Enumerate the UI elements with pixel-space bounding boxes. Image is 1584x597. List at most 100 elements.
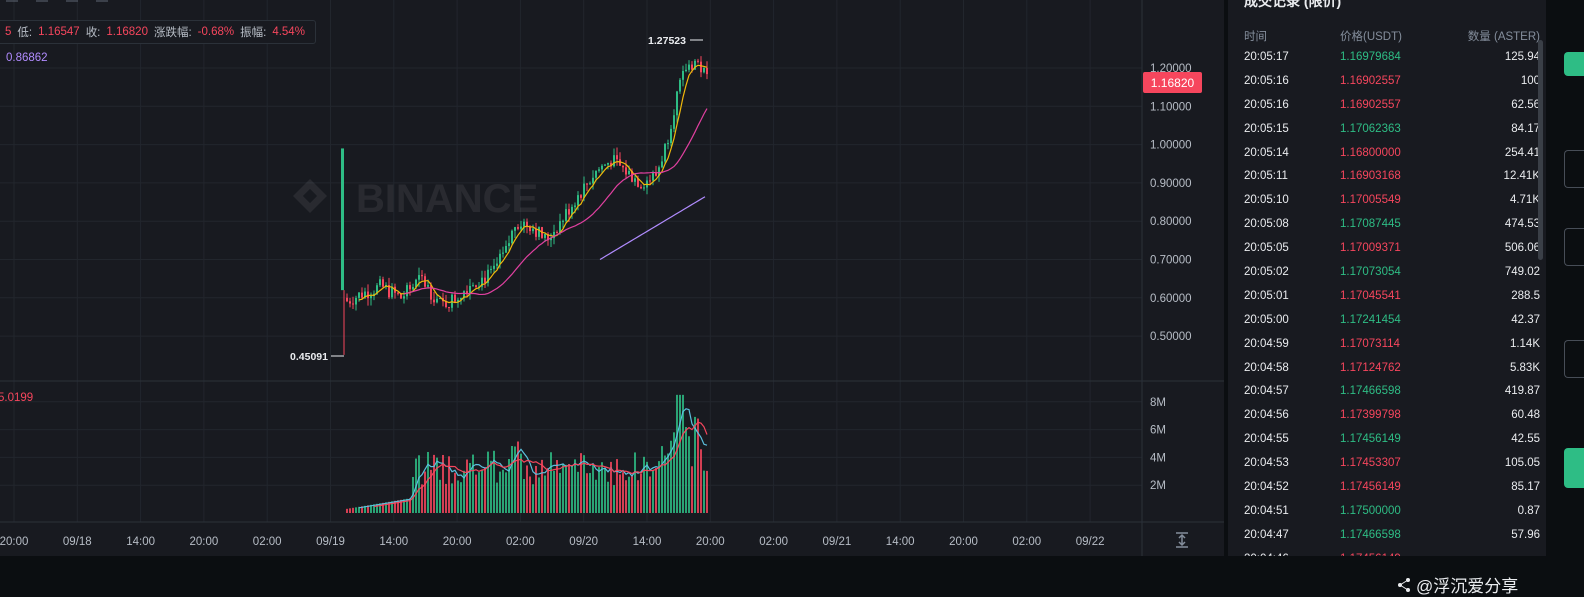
trade-time: 20:05:05	[1244, 242, 1289, 255]
trade-price: 1.17241454	[1340, 313, 1401, 326]
trade-row: 20:05:01 1.17045541 288.5	[1244, 287, 1540, 311]
volume-axis: 8M 6M 4M 2M	[1150, 397, 1166, 492]
candle	[532, 228, 534, 232]
trade-time: 20:04:53	[1244, 457, 1289, 470]
volume-bar	[430, 469, 432, 513]
trade-time: 20:04:57	[1244, 385, 1289, 398]
candle	[547, 233, 549, 241]
candle	[388, 285, 390, 298]
trade-history-header: 时间 价格(USDT) 数量 (ASTER)	[1244, 28, 1540, 44]
candle	[607, 162, 609, 165]
trade-row: 20:05:14 1.16800000 254.41	[1244, 144, 1540, 168]
candle	[370, 295, 372, 299]
trade-qty: 125.94	[1504, 51, 1540, 63]
toolbar-icon[interactable]	[96, 0, 108, 4]
trade-time: 20:05:11	[1244, 170, 1288, 183]
candle	[412, 287, 414, 290]
candle	[565, 209, 567, 221]
candle	[403, 296, 405, 299]
candle	[430, 285, 432, 300]
trade-row: 20:05:17 1.16979684 125.94	[1244, 48, 1540, 72]
candle	[400, 293, 402, 299]
volume-ma10-line	[373, 421, 708, 508]
volume-bar	[559, 472, 561, 513]
candle	[694, 60, 696, 70]
volume-bar	[514, 446, 516, 513]
trade-list[interactable]: 20:05:17 1.16979684 125.94 20:05:16 1.169025…	[1244, 48, 1540, 556]
header-qty: 数量 (ASTER)	[1467, 31, 1540, 43]
order-form-edge	[1546, 0, 1584, 556]
candle	[502, 252, 504, 254]
candle	[409, 285, 411, 290]
volume-bar	[370, 504, 372, 513]
volume-bar	[463, 470, 465, 513]
candle	[448, 307, 450, 309]
candle	[625, 167, 627, 175]
toolbar-icon[interactable]	[66, 0, 78, 4]
volume-bar	[424, 471, 426, 513]
trade-list-scrollbar[interactable]	[1538, 40, 1543, 260]
buy-button-edge[interactable]	[1564, 52, 1584, 76]
kline-chart-area[interactable]: BINANCE 1.20000 1.10000 1.00000 0.90000 0.80…	[0, 0, 1224, 556]
volume-bar	[652, 470, 654, 513]
trade-row: 20:05:16 1.16902557 100	[1244, 72, 1540, 96]
volume-bar	[445, 483, 447, 513]
candle	[568, 209, 570, 215]
volume-bar	[562, 463, 564, 513]
change-label: 涨跌幅:	[153, 27, 192, 39]
volume-bar	[550, 452, 552, 513]
time-tick-label: 14:00	[379, 536, 408, 548]
volume-bar	[583, 455, 585, 513]
trade-price: 1.17500000	[1340, 504, 1401, 517]
submit-button-edge[interactable]	[1564, 448, 1584, 488]
volume-bar	[574, 459, 576, 513]
candle	[634, 178, 636, 182]
time-tick-label: 02:00	[759, 536, 788, 548]
candle	[628, 170, 630, 175]
reset-scale-icon[interactable]	[1172, 530, 1192, 550]
input-edge[interactable]	[1564, 340, 1584, 378]
volume-bar	[703, 470, 705, 513]
volume-bar	[436, 457, 438, 513]
volume-bar	[493, 450, 495, 513]
candle	[544, 233, 546, 238]
input-edge[interactable]	[1564, 228, 1584, 266]
trade-price: 1.17453307	[1340, 457, 1401, 470]
candle	[586, 183, 588, 185]
volume-bar	[673, 432, 675, 513]
volume-bar	[388, 501, 390, 513]
candle	[688, 64, 690, 70]
trade-qty: 0.87	[1517, 504, 1540, 517]
candle	[520, 226, 522, 229]
volume-bar	[667, 453, 669, 513]
time-tick-label: 14:00	[126, 536, 155, 548]
low-value: 1.16547	[38, 26, 80, 38]
trade-price: 1.16979684	[1340, 51, 1401, 63]
trade-row: 20:05:08 1.17087445 474.53	[1244, 215, 1540, 239]
volume-bar	[670, 440, 672, 513]
trade-row: 20:05:02 1.17073054 749.02	[1244, 263, 1540, 287]
trade-time: 20:05:15	[1244, 122, 1289, 135]
low-label: 低:	[17, 27, 33, 39]
candle	[493, 265, 495, 269]
trade-price: 1.16903168	[1340, 170, 1401, 183]
volume-bar	[466, 459, 468, 513]
kline-chart-canvas[interactable]: BINANCE 1.200001.100001.000000.900000.80…	[0, 0, 1224, 556]
volume-bar	[475, 474, 477, 513]
volume-bar	[397, 500, 399, 513]
header-time: 时间	[1244, 31, 1267, 43]
trade-time: 20:04:56	[1244, 409, 1289, 422]
toolbar-icon[interactable]	[6, 0, 18, 4]
volume-bar	[442, 454, 444, 513]
toolbar-icon[interactable]	[36, 0, 48, 4]
volume-bar	[529, 476, 531, 513]
candle	[556, 231, 558, 233]
input-edge[interactable]	[1564, 150, 1584, 188]
candle	[499, 253, 501, 264]
volume-bar	[520, 453, 522, 513]
volume-bar	[610, 461, 612, 513]
candle	[652, 172, 654, 181]
volume-bar	[373, 504, 375, 513]
volume-bar	[532, 484, 534, 513]
candle	[637, 178, 639, 187]
